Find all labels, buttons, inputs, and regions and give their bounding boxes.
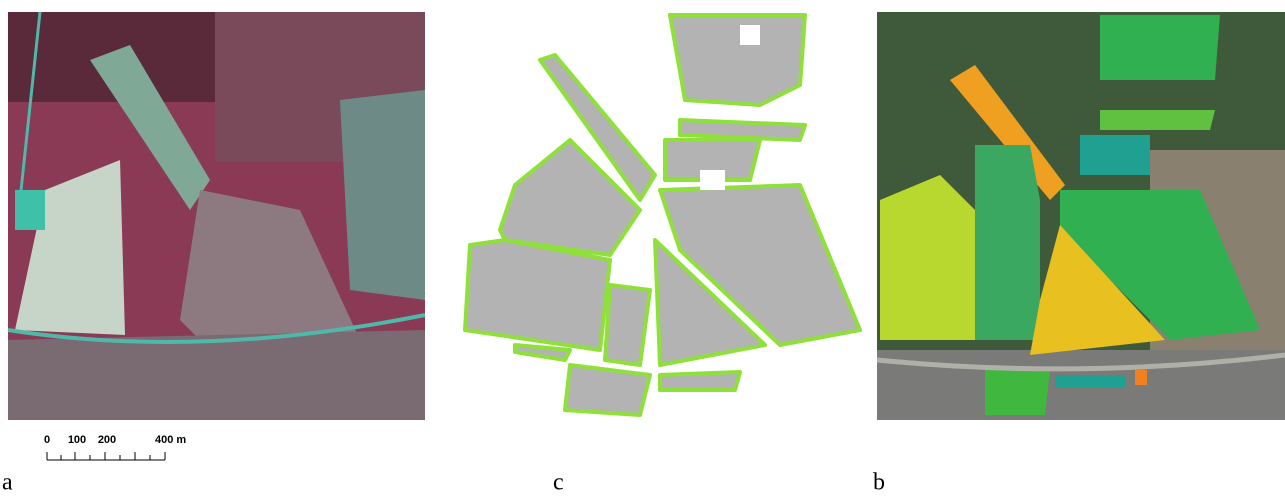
scale-label: 100	[68, 434, 86, 446]
scale-label: 0	[44, 434, 50, 446]
colored-map	[877, 12, 1285, 420]
panel-label: b	[873, 470, 885, 496]
panel-label: c	[553, 470, 564, 496]
satellite-image	[8, 12, 425, 420]
scale-label: 200	[98, 434, 116, 446]
panel-label: a	[2, 470, 13, 496]
parcel-map	[465, 15, 860, 415]
scale-bar: 0 100 200 400 m	[44, 434, 186, 460]
figure: 0 100 200 400 m a	[0, 0, 1285, 496]
scale-label: 400 m	[155, 434, 186, 446]
